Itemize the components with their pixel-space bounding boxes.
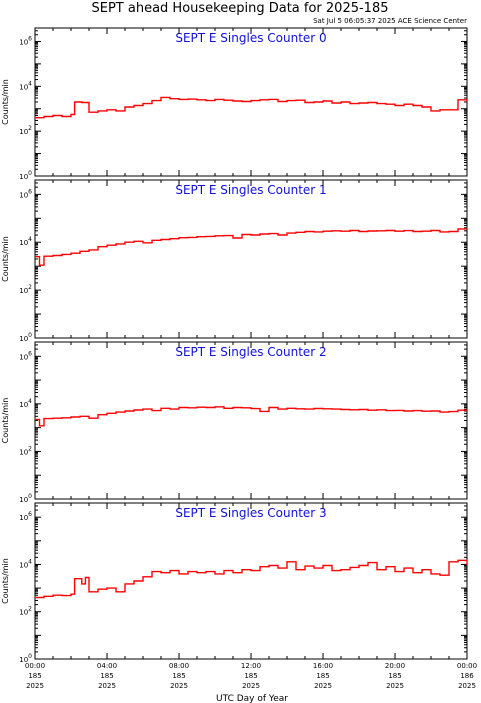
x-tick-label: 185 (172, 672, 185, 680)
x-tick-label: 2025 (458, 682, 476, 690)
series-line-0 (35, 559, 468, 599)
chart-panel-1: SEPT E Singles Counter 1 Counts/min 100 102… (1, 179, 468, 343)
plot-frame (34, 502, 468, 660)
y-tick-label: 106 (19, 350, 32, 361)
series-line-0 (35, 406, 468, 427)
y-tick-label: 100 (19, 653, 32, 664)
panel-title: SEPT E Singles Counter 1 (175, 183, 326, 197)
x-tick-label: 00:00 (457, 662, 477, 670)
y-tick-label: 106 (19, 511, 32, 522)
x-tick-label: 2025 (26, 682, 44, 690)
y-axis-label: Counts/min (1, 398, 10, 444)
x-tick-label: 185 (388, 672, 401, 680)
y-tick-label: 102 (19, 284, 32, 295)
plot-frame (34, 341, 468, 500)
x-tick-label: 20:00 (385, 662, 405, 670)
chart-panel-0: SEPT E Singles Counter 0 Counts/min 100 102… (1, 27, 468, 181)
x-tick-label: 185 (244, 672, 257, 680)
panel-title: SEPT E Singles Counter 0 (175, 31, 326, 45)
x-tick-label: 185 (316, 672, 329, 680)
plot-frame (34, 179, 468, 339)
y-tick-label: 102 (19, 445, 32, 456)
y-axis-label: Counts/min (1, 79, 10, 125)
x-tick-label: 186 (460, 672, 474, 680)
y-tick-label: 104 (19, 398, 32, 409)
y-tick-label: 100 (19, 493, 32, 504)
y-tick-label: 106 (19, 35, 32, 46)
series-line-0 (35, 96, 468, 119)
x-tick-label: 04:00 (97, 662, 117, 670)
x-tick-label: 2025 (170, 682, 188, 690)
x-tick-label: 2025 (242, 682, 260, 690)
x-tick-label: 12:00 (241, 662, 261, 670)
y-axis-label: Counts/min (1, 558, 10, 604)
chart-panel-3: SEPT E Singles Counter 3 Counts/min 100 102… (1, 502, 468, 664)
y-tick-label: 100 (19, 332, 32, 343)
y-tick-label: 102 (19, 606, 32, 617)
series-line-0 (35, 228, 468, 266)
x-tick-label: 00:00 (25, 662, 45, 670)
x-tick-label: 08:00 (169, 662, 189, 670)
y-tick-label: 104 (19, 80, 32, 91)
x-tick-label: 2025 (98, 682, 116, 690)
x-axis-labels: UTC Day of Year 00:00 185 2025 04:00 185 2025… (25, 662, 477, 703)
chart-panel-2: SEPT E Singles Counter 2 Counts/min 100 102… (1, 341, 468, 504)
x-tick-label: 185 (100, 672, 113, 680)
chart-panels: SEPT E Singles Counter 0 Counts/min 100 102… (1, 27, 468, 664)
timestamp: Sat Jul 5 06:05:37 2025 ACE Science Cent… (313, 17, 467, 25)
y-tick-label: 104 (19, 236, 32, 247)
x-tick-label: 16:00 (313, 662, 333, 670)
y-tick-label: 100 (19, 170, 32, 181)
y-tick-label: 106 (19, 188, 32, 199)
panel-title: SEPT E Singles Counter 3 (175, 506, 326, 520)
x-tick-label: 2025 (386, 682, 404, 690)
figure-title: SEPT ahead Housekeeping Data for 2025-18… (92, 1, 389, 16)
y-tick-label: 104 (19, 558, 32, 569)
x-tick-label: 185 (28, 672, 41, 680)
x-tick-label: 2025 (314, 682, 332, 690)
panel-title: SEPT E Singles Counter 2 (175, 345, 326, 359)
x-axis-title: UTC Day of Year (216, 694, 288, 703)
y-tick-label: 102 (19, 125, 32, 136)
y-axis-label: Counts/min (1, 236, 10, 282)
